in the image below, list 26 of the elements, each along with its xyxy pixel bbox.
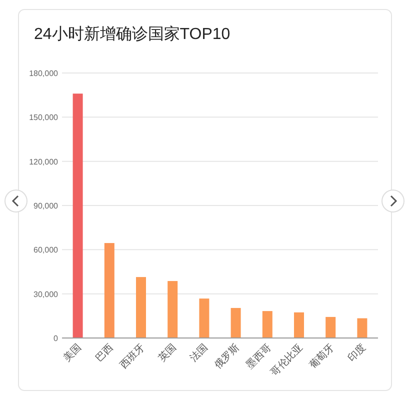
bar	[72, 94, 83, 338]
x-tick-label: 葡萄牙	[307, 342, 337, 372]
x-tick-label: 俄罗斯	[212, 342, 242, 372]
chart-title: 24小时新增确诊国家TOP10	[34, 25, 230, 43]
bar	[104, 243, 114, 338]
bar	[262, 311, 272, 338]
y-tick-label: 60,000	[34, 246, 59, 255]
y-tick-label: 180,000	[29, 69, 59, 78]
bar	[230, 308, 241, 338]
bar	[199, 298, 210, 338]
y-tick-label: 120,000	[29, 157, 59, 166]
bar	[168, 281, 178, 338]
x-tick-label: 英国	[156, 342, 179, 364]
y-tick-label: 30,000	[34, 290, 59, 299]
y-tick-label: 90,000	[34, 202, 59, 210]
x-tick-label: 西班牙	[117, 342, 148, 372]
x-tick-label: 美国	[61, 342, 84, 364]
bar	[136, 277, 146, 338]
bar	[294, 312, 304, 338]
y-tick-label: 0	[54, 334, 59, 343]
y-tick-label: 150,000	[29, 113, 59, 122]
x-tick-label: 印度	[346, 342, 368, 364]
bar	[357, 318, 368, 338]
bar	[326, 316, 336, 338]
x-tick-label: 法国	[188, 342, 210, 364]
x-tick-label: 巴西	[94, 342, 116, 364]
